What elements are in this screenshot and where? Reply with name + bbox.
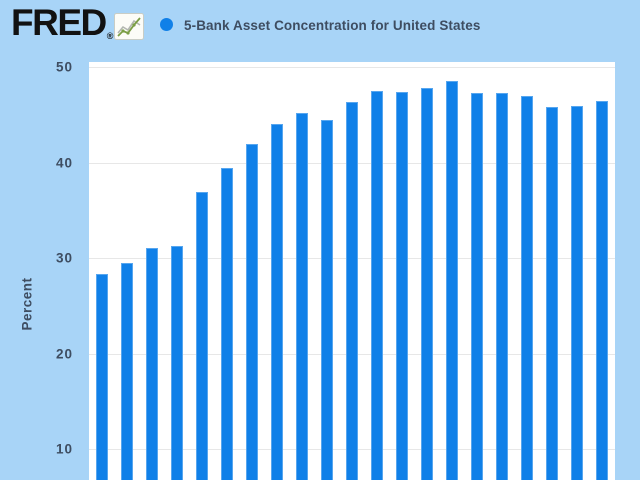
bar-slot — [365, 62, 390, 480]
bar-slot — [239, 62, 264, 480]
bar-8[interactable] — [270, 124, 283, 480]
line-chart-icon — [114, 13, 144, 40]
bar-slot — [289, 62, 314, 480]
fred-logo[interactable]: FRED® — [11, 2, 114, 51]
bar-21[interactable] — [596, 101, 609, 480]
bar-1[interactable] — [95, 274, 108, 480]
chart-header: FRED® 5-Bank Asset Concentration for Uni… — [0, 0, 640, 58]
y-axis-ticks: 50 40 30 20 10 — [0, 59, 73, 480]
bar-6[interactable] — [220, 168, 233, 480]
legend-marker-icon — [160, 18, 173, 31]
bar-16[interactable] — [471, 92, 484, 480]
bar-slot — [139, 62, 164, 480]
bar-slot — [515, 62, 540, 480]
bar-14[interactable] — [421, 88, 434, 480]
bar-slot — [214, 62, 239, 480]
plot-area — [89, 62, 615, 480]
bar-2[interactable] — [120, 262, 133, 480]
bar-15[interactable] — [446, 81, 459, 480]
bar-slot — [339, 62, 364, 480]
bar-slot — [440, 62, 465, 480]
bar-20[interactable] — [571, 106, 584, 480]
bars — [89, 62, 615, 480]
bar-4[interactable] — [170, 245, 183, 480]
bar-slot — [490, 62, 515, 480]
bar-slot — [590, 62, 615, 480]
bar-slot — [390, 62, 415, 480]
bar-slot — [89, 62, 114, 480]
bar-12[interactable] — [371, 90, 384, 480]
registered-trademark-icon: ® — [106, 31, 114, 41]
y-tick-20: 20 — [55, 346, 73, 361]
bar-18[interactable] — [521, 95, 534, 480]
bar-11[interactable] — [345, 102, 358, 480]
bar-slot — [264, 62, 289, 480]
bar-19[interactable] — [546, 107, 559, 480]
bar-7[interactable] — [245, 144, 258, 480]
bar-slot — [114, 62, 139, 480]
y-tick-30: 30 — [55, 250, 73, 266]
bar-slot — [415, 62, 440, 480]
y-tick-10: 10 — [55, 441, 73, 457]
bar-13[interactable] — [396, 91, 409, 480]
bar-9[interactable] — [295, 112, 308, 480]
bar-slot — [189, 62, 214, 480]
bar-17[interactable] — [496, 92, 509, 480]
bar-slot — [164, 62, 189, 480]
gridline-50 — [89, 67, 615, 68]
y-tick-50: 50 — [55, 59, 73, 75]
bar-5[interactable] — [195, 192, 208, 480]
y-tick-40: 40 — [55, 155, 73, 170]
bar-3[interactable] — [145, 248, 158, 480]
bar-10[interactable] — [320, 120, 333, 480]
series-title: 5-Bank Asset Concentration for United St… — [184, 18, 481, 33]
bar-slot — [314, 62, 339, 480]
bar-slot — [465, 62, 490, 480]
fred-logo-text: FRED — [11, 2, 107, 43]
bar-slot — [540, 62, 565, 480]
bar-slot — [565, 62, 590, 480]
